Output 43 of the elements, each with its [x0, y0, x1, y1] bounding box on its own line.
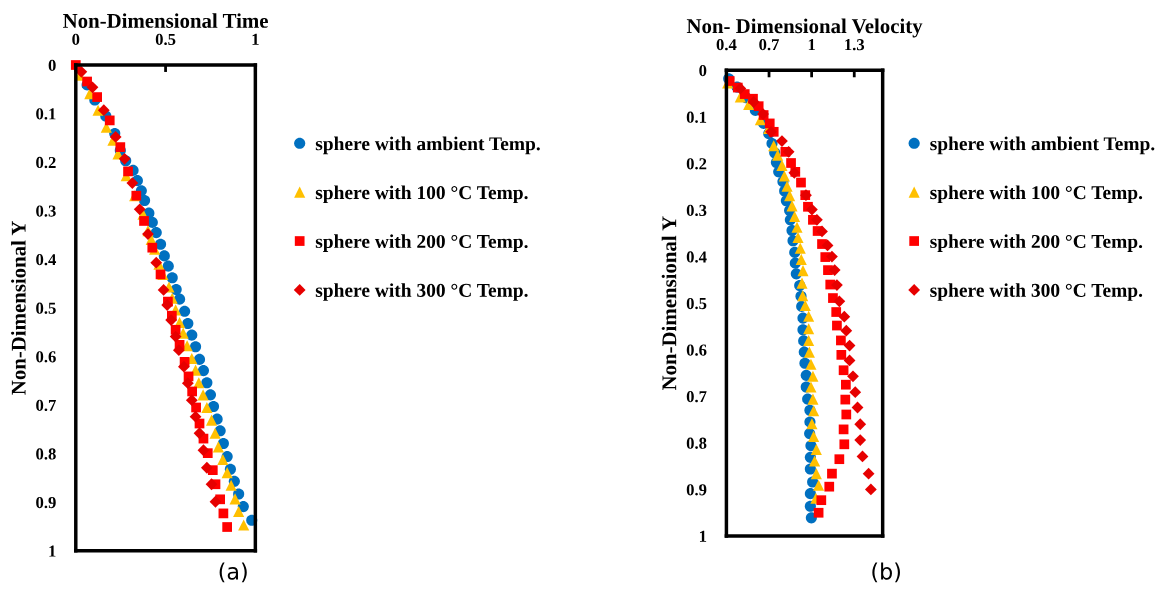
x-tick-label: 1 [252, 33, 259, 45]
y-tick-label: 0.6 [686, 344, 707, 356]
legend-label: sphere with ambient Temp. [930, 136, 1155, 155]
y-tick-label: 0 [699, 65, 707, 77]
legend-label: sphere with 200 °C Temp. [315, 234, 528, 252]
y-tick-label: 0.2 [36, 156, 56, 169]
x-tick-label: 0.5 [155, 33, 176, 46]
legend-label: sphere with ambient Temp. [315, 136, 540, 155]
text: (a) [219, 562, 247, 583]
y-tick-label: 0.1 [686, 111, 707, 123]
y-tick-label: 0.5 [686, 297, 707, 310]
x-tick-label: 1 [808, 39, 815, 51]
y-tick-label: 0.9 [686, 484, 707, 496]
x-axis-title: Non-Dimensional Time [63, 13, 268, 28]
x-tick-label: 0 [72, 33, 80, 45]
y-tick-label: 0.9 [36, 496, 56, 509]
legend-label: sphere with 300 °C Temp. [315, 283, 528, 301]
y-tick-label: 0.1 [36, 108, 56, 120]
y-tick-label: 0.5 [36, 302, 56, 314]
legend-label: sphere with 100 °C Temp. [930, 185, 1143, 204]
x-tick-label: 1.3 [845, 39, 865, 51]
legend-label: sphere with 300 °C Temp. [930, 283, 1143, 301]
y-axis-title: Non-Dimensional Y [661, 216, 677, 391]
y-tick-label: 0.2 [686, 158, 707, 170]
legend-label: sphere with 200 °C Temp. [930, 234, 1143, 252]
text: (b) [872, 562, 900, 583]
x-tick-label: 0.7 [759, 39, 780, 51]
y-tick-label: 0.4 [686, 251, 707, 263]
y-tick-label: 0.8 [686, 437, 707, 449]
y-tick-label: 0.4 [36, 254, 57, 266]
y-axis-title: Non-Dimensional Y [11, 221, 26, 395]
y-tick-label: 1 [49, 545, 56, 557]
y-tick-label: 0.6 [36, 351, 56, 363]
x-tick-label: 0.4 [716, 39, 737, 51]
y-tick-label: 0.3 [36, 205, 56, 217]
y-tick-label: 0.3 [686, 204, 707, 217]
x-axis-title: Non- Dimensional Velocity [686, 18, 923, 38]
y-tick-label: 1 [699, 530, 707, 542]
y-tick-label: 0 [48, 59, 56, 71]
legend-label: sphere with 100 °C Temp. [315, 185, 528, 204]
y-tick-label: 0.8 [36, 448, 56, 460]
y-tick-label: 0.7 [36, 399, 56, 412]
y-tick-label: 0.7 [686, 391, 707, 403]
